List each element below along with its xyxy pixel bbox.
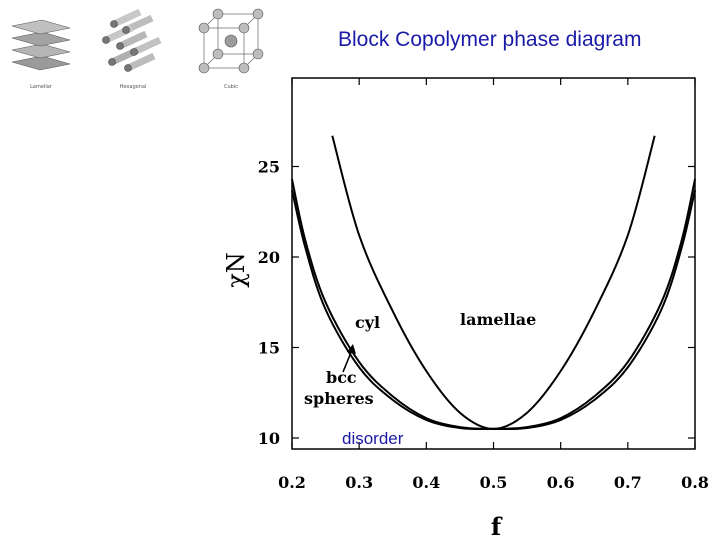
cubic-morphology-image [198,6,264,84]
cylinders-icon [102,8,162,72]
axis-ticks: 0.2 0.3 0.4 0.5 0.6 0.7 0.8 10 15 20 25 [258,78,709,492]
lamellar-caption: Lamellar [30,84,52,90]
x-tick-label-3: 0.5 [480,473,508,492]
hexagonal-morphology-image [100,6,166,84]
hexagonal-caption: Hexagonal [119,84,147,90]
x-tick-label-2: 0.4 [412,473,440,492]
phase-boundaries [291,135,696,431]
x-tick-label-5: 0.7 [614,473,642,492]
x-tick-label-6: 0.8 [681,473,709,492]
y-tick-label-2: 20 [258,248,280,267]
phase-boundary-curve-2 [331,135,656,430]
y-axis-label: χN [222,252,250,288]
spheres-pointer-arrow [342,344,356,373]
region-label-spheres: spheres [304,389,374,408]
y-tick-label-1: 15 [258,339,280,358]
y-tick-label-3: 25 [258,158,280,177]
x-axis-label: f [491,512,503,540]
x-tick-label-1: 0.3 [345,473,373,492]
lamellae-layers-icon [11,19,71,71]
region-label-lamellae: lamellae [460,310,536,329]
slide-title: Block Copolymer phase diagram [338,28,642,51]
y-tick-label-0: 10 [258,429,280,448]
cubic-caption: Cubic [224,84,238,90]
x-tick-label-0: 0.2 [278,473,306,492]
x-tick-label-4: 0.6 [547,473,575,492]
region-label-cyl: cyl [355,313,380,332]
region-label-bcc: bcc [326,368,357,387]
lamellar-morphology-image [8,6,74,84]
region-label-disorder: disorder [342,429,404,448]
